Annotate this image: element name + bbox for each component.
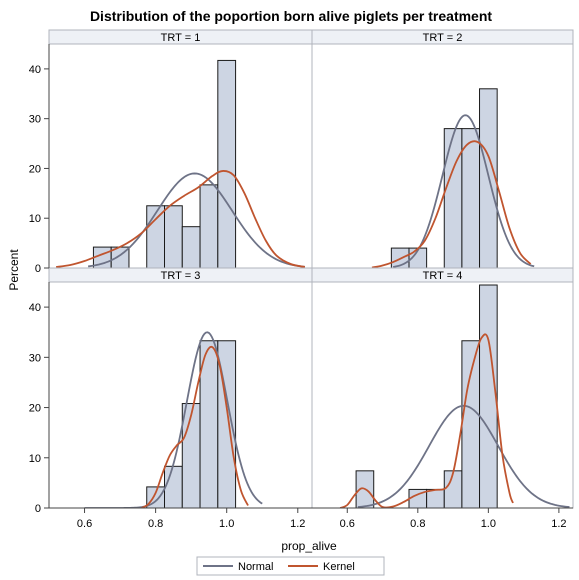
- histogram-bar: [181, 226, 201, 268]
- legend-label: Kernel: [323, 561, 355, 573]
- chart-title: Distribution of the poportion born alive…: [90, 8, 492, 24]
- y-tick-label: 20: [29, 163, 41, 175]
- panel-1: TRT = 1: [48, 29, 313, 268]
- x-tick-label: 0.8: [148, 518, 163, 530]
- y-tick-label: 0: [35, 263, 41, 275]
- histogram-bar: [426, 488, 445, 508]
- x-tick-label: 1.0: [481, 518, 496, 530]
- histogram-bars: [355, 284, 498, 508]
- y-tick-label: 40: [29, 302, 41, 314]
- histogram-bar: [164, 205, 183, 268]
- kernel-curve: [371, 140, 532, 268]
- normal-curve: [84, 331, 263, 508]
- histogram-bar: [146, 205, 166, 268]
- x-tick-label: 0.6: [77, 518, 92, 530]
- y-tick-label: 10: [29, 213, 41, 225]
- panel-label: TRT = 1: [161, 32, 201, 44]
- kernel-curve: [55, 170, 306, 268]
- histogram-bar: [181, 403, 201, 508]
- y-tick-label: 40: [29, 64, 41, 76]
- panel-2: TRT = 2: [311, 29, 574, 268]
- y-tick-label: 10: [29, 453, 41, 465]
- histogram-bar: [164, 465, 183, 508]
- panel-3: TRT = 3: [48, 267, 313, 508]
- x-tick-label: 0.8: [410, 518, 425, 530]
- x-tick-label: 1.2: [290, 518, 305, 530]
- kernel-curve: [140, 345, 249, 508]
- histogram-bars: [92, 59, 237, 268]
- y-axis-label: Percent: [7, 249, 21, 291]
- histogram-bar: [461, 128, 481, 268]
- y-tick-label: 30: [29, 114, 41, 126]
- panels-layer: TRT = 1 TRT = 2 TRT = 3 TRT = 4: [48, 29, 574, 508]
- legend: Normal Kernel: [196, 556, 385, 576]
- panel-label: TRT = 3: [161, 270, 201, 282]
- y-tick-label: 20: [29, 403, 41, 415]
- y-tick-label: 0: [35, 503, 41, 515]
- panel-label: TRT = 4: [423, 270, 463, 282]
- y-tick-label: 30: [29, 352, 41, 364]
- histogram-bar: [443, 470, 463, 508]
- histogram-bar: [199, 184, 219, 268]
- x-tick-label: 1.2: [551, 518, 566, 530]
- x-axis-label: prop_alive: [281, 539, 337, 553]
- histogram-bar: [443, 128, 463, 268]
- histogram-bar: [461, 340, 481, 508]
- panel-label: TRT = 2: [423, 32, 463, 44]
- histogram-bars: [390, 88, 498, 268]
- axes-layer: 0 10 20 30 40 0 10 20 30 40 0.6 0.8 1.0 1.2 0.6 0.8 1.0 1…: [29, 29, 574, 530]
- x-tick-label: 1.0: [219, 518, 234, 530]
- normal-curve: [87, 172, 305, 268]
- histogram-bar: [217, 59, 237, 268]
- legend-label: Normal: [238, 561, 273, 573]
- normal-curve: [392, 114, 535, 268]
- panel-4: TRT = 4: [311, 267, 574, 508]
- normal-curve: [357, 404, 570, 508]
- kernel-curve: [339, 333, 514, 508]
- x-tick-label: 0.6: [340, 518, 355, 530]
- histogram-bar: [479, 284, 498, 508]
